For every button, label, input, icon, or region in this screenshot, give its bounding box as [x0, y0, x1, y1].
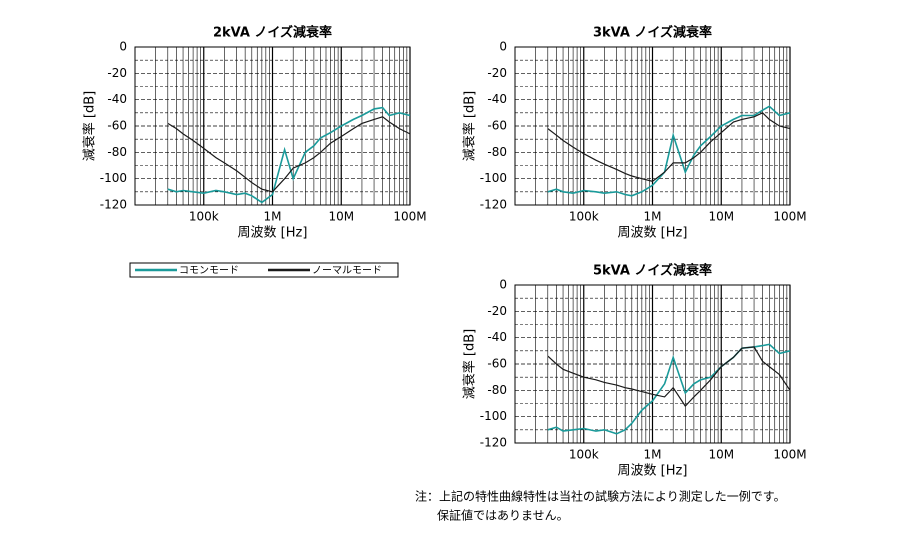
y-tick-label: -20	[487, 66, 507, 80]
y-tick-label: -60	[487, 357, 507, 371]
series-line	[547, 105, 791, 197]
x-axis-label: 周波数 [Hz]	[618, 464, 688, 479]
chart-title: 2kVA ノイズ減衰率	[213, 25, 332, 41]
y-tick-label: -80	[487, 383, 507, 397]
y-tick-label: -80	[107, 145, 127, 159]
y-tick-label: -100	[480, 409, 507, 423]
x-tick-label: 1M	[264, 210, 282, 224]
y-tick-label: -80	[487, 145, 507, 159]
x-tick-label: 100M	[773, 210, 806, 224]
x-tick-label: 10M	[328, 210, 354, 224]
x-tick-label: 100M	[773, 448, 806, 462]
x-tick-label: 100k	[189, 210, 219, 224]
legend: コモンモード ノーマルモード	[129, 262, 399, 278]
x-axis-label: 周波数 [Hz]	[238, 226, 308, 241]
y-tick-label: -120	[480, 198, 507, 212]
y-tick-label: -20	[487, 304, 507, 318]
x-tick-label: 10M	[708, 448, 734, 462]
x-tick-label: 100k	[569, 448, 599, 462]
y-tick-label: -100	[100, 171, 127, 185]
y-tick-label: -60	[487, 119, 507, 133]
x-tick-label: 1M	[644, 448, 662, 462]
y-tick-label: 0	[499, 40, 507, 54]
legend-label: ノーマルモード	[312, 266, 382, 277]
plot-border	[134, 46, 411, 206]
x-axis-label: 周波数 [Hz]	[618, 226, 688, 241]
series-line	[547, 112, 791, 182]
plot-border	[514, 46, 791, 206]
chart-title: 5kVA ノイズ減衰率	[593, 263, 712, 279]
y-tick-label: -120	[480, 436, 507, 450]
y-tick-label: -100	[480, 171, 507, 185]
plot-border	[514, 284, 791, 444]
y-tick-label: -60	[107, 119, 127, 133]
x-tick-label: 100k	[569, 210, 599, 224]
chart-title: 3kVA ノイズ減衰率	[593, 25, 712, 41]
y-tick-label: -120	[100, 198, 127, 212]
x-tick-label: 100M	[393, 210, 426, 224]
series-line	[547, 346, 791, 408]
x-tick-label: 10M	[708, 210, 734, 224]
y-axis-label: 減衰率 [dB]	[462, 329, 478, 399]
series-line	[167, 106, 411, 204]
series-line	[167, 116, 411, 193]
note: 注：上記の特性曲線特性は当社の試験方法により測定した一例です。	[415, 489, 786, 504]
legend-label: コモンモード	[179, 266, 239, 277]
y-axis-label: 減衰率 [dB]	[462, 91, 478, 161]
y-tick-label: -40	[487, 330, 507, 344]
x-tick-label: 1M	[644, 210, 662, 224]
y-tick-label: -20	[107, 66, 127, 80]
y-tick-label: -40	[487, 92, 507, 106]
y-tick-label: 0	[499, 278, 507, 292]
y-axis-label: 減衰率 [dB]	[82, 91, 98, 161]
y-tick-label: -40	[107, 92, 127, 106]
y-tick-label: 0	[119, 40, 127, 54]
note: 保証値ではありません。	[437, 508, 569, 523]
legend-box	[129, 262, 399, 278]
